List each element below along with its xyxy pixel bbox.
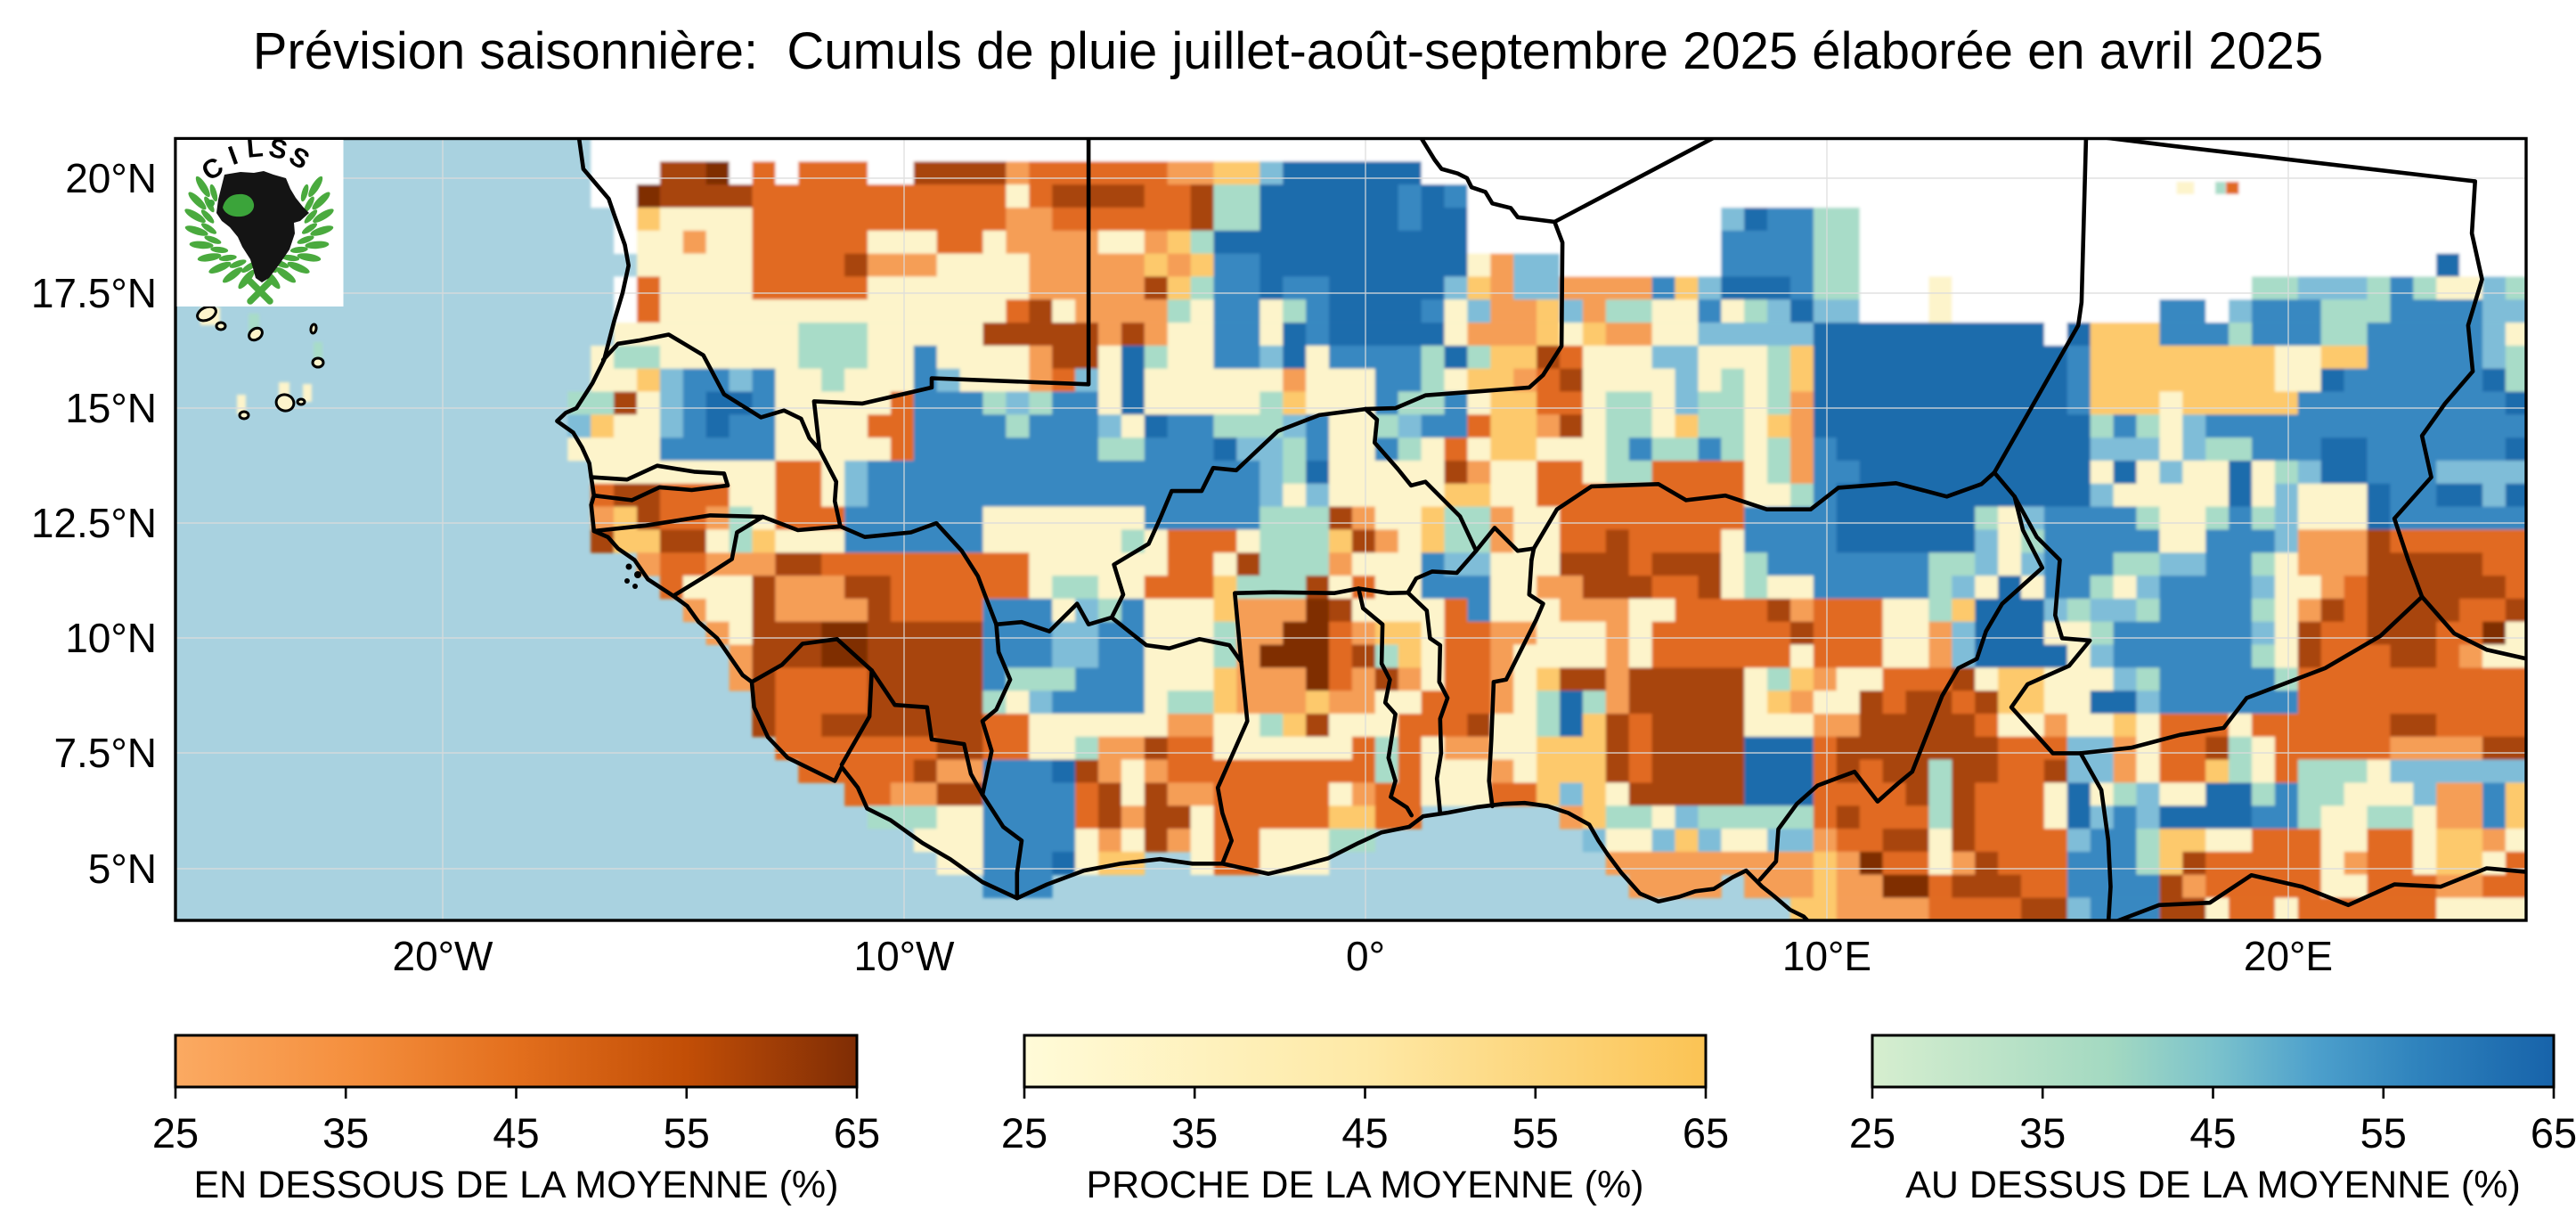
- svg-text:45: 45: [1341, 1109, 1388, 1157]
- svg-text:5°N: 5°N: [88, 846, 157, 892]
- svg-text:25: 25: [1001, 1109, 1048, 1157]
- svg-text:65: 65: [834, 1109, 880, 1157]
- svg-text:55: 55: [664, 1109, 710, 1157]
- svg-text:17.5°N: 17.5°N: [31, 270, 157, 316]
- svg-text:Prévision saisonnière: Cumuls: Prévision saisonnière: Cumuls de pluie j…: [253, 22, 2324, 80]
- svg-text:20°N: 20°N: [65, 155, 157, 201]
- svg-text:L: L: [246, 133, 265, 163]
- svg-text:45: 45: [493, 1109, 539, 1157]
- svg-text:25: 25: [1849, 1109, 1895, 1157]
- svg-text:65: 65: [2531, 1109, 2576, 1157]
- svg-text:10°N: 10°N: [65, 615, 157, 661]
- svg-text:10°E: 10°E: [1782, 933, 1871, 979]
- svg-text:35: 35: [2019, 1109, 2066, 1157]
- svg-text:55: 55: [2360, 1109, 2407, 1157]
- svg-text:65: 65: [1683, 1109, 1729, 1157]
- svg-text:15°N: 15°N: [65, 385, 157, 431]
- svg-text:35: 35: [322, 1109, 369, 1157]
- svg-text:25: 25: [152, 1109, 199, 1157]
- svg-text:PROCHE DE LA MOYENNE (%): PROCHE DE LA MOYENNE (%): [1087, 1164, 1644, 1206]
- svg-text:20°W: 20°W: [393, 933, 494, 979]
- svg-text:35: 35: [1171, 1109, 1218, 1157]
- svg-text:12.5°N: 12.5°N: [31, 500, 157, 546]
- svg-text:10°W: 10°W: [854, 933, 956, 979]
- svg-text:0°: 0°: [1346, 933, 1385, 979]
- svg-text:45: 45: [2189, 1109, 2236, 1157]
- svg-text:AU DESSUS DE LA MOYENNE (%): AU DESSUS DE LA MOYENNE (%): [1905, 1164, 2521, 1206]
- svg-text:20°E: 20°E: [2244, 933, 2333, 979]
- svg-text:EN DESSOUS DE LA MOYENNE (%): EN DESSOUS DE LA MOYENNE (%): [194, 1164, 839, 1206]
- svg-text:55: 55: [1512, 1109, 1559, 1157]
- svg-text:7.5°N: 7.5°N: [53, 730, 157, 776]
